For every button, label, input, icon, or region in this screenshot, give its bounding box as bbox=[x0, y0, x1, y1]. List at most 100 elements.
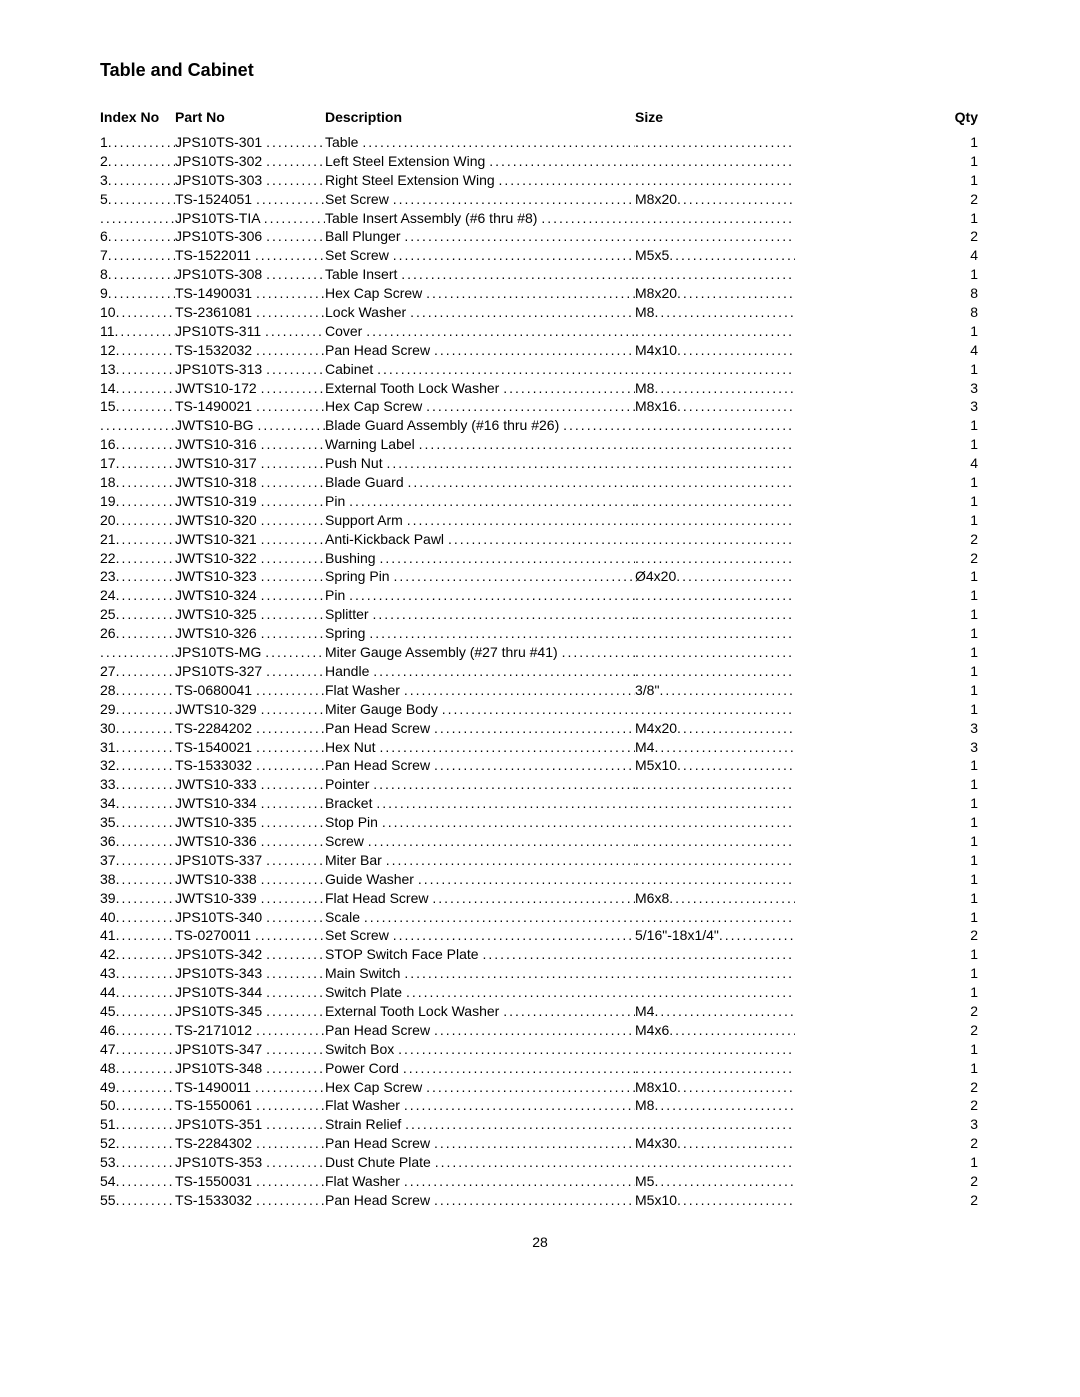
cell-qty: 2 bbox=[795, 227, 980, 246]
cell-index: 37......................................… bbox=[100, 851, 175, 870]
cell-size: ........................................… bbox=[635, 360, 795, 379]
cell-qty: 3 bbox=[795, 1115, 980, 1134]
cell-desc: Pan Head Screw .........................… bbox=[325, 1134, 635, 1153]
cell-part: JPS10TS-MG .............................… bbox=[175, 643, 325, 662]
cell-desc: Stop Pin ...............................… bbox=[325, 813, 635, 832]
table-row: 54......................................… bbox=[100, 1172, 980, 1191]
cell-size: ........................................… bbox=[635, 549, 795, 568]
cell-part: JPS10TS-353 ............................… bbox=[175, 1153, 325, 1172]
cell-desc: Push Nut ...............................… bbox=[325, 454, 635, 473]
cell-desc: Blade Guard ............................… bbox=[325, 473, 635, 492]
cell-index: 49......................................… bbox=[100, 1078, 175, 1097]
cell-index: 26......................................… bbox=[100, 624, 175, 643]
cell-size: M4......................................… bbox=[635, 1002, 795, 1021]
cell-qty: 1 bbox=[795, 756, 980, 775]
cell-size: ........................................… bbox=[635, 870, 795, 889]
cell-index: 47......................................… bbox=[100, 1040, 175, 1059]
cell-size: ........................................… bbox=[635, 813, 795, 832]
cell-index: ........................................… bbox=[100, 209, 175, 228]
cell-size: ........................................… bbox=[635, 322, 795, 341]
cell-desc: External Tooth Lock Washer .............… bbox=[325, 1002, 635, 1021]
cell-part: JPS10TS-313 ............................… bbox=[175, 360, 325, 379]
cell-index: 19......................................… bbox=[100, 492, 175, 511]
cell-size: M4x20...................................… bbox=[635, 719, 795, 738]
cell-index: 48......................................… bbox=[100, 1059, 175, 1078]
cell-part: TS-1550031 .............................… bbox=[175, 1172, 325, 1191]
cell-qty: 1 bbox=[795, 1059, 980, 1078]
cell-index: 22......................................… bbox=[100, 549, 175, 568]
cell-index: 20......................................… bbox=[100, 511, 175, 530]
cell-index: 6.......................................… bbox=[100, 227, 175, 246]
cell-size: ........................................… bbox=[635, 492, 795, 511]
cell-size: ........................................… bbox=[635, 511, 795, 530]
cell-qty: 2 bbox=[795, 1172, 980, 1191]
cell-desc: Screw ..................................… bbox=[325, 832, 635, 851]
cell-size: ........................................… bbox=[635, 983, 795, 1002]
cell-qty: 2 bbox=[795, 549, 980, 568]
cell-part: JPS10TS-302 ............................… bbox=[175, 152, 325, 171]
cell-desc: Anti-Kickback Pawl .....................… bbox=[325, 530, 635, 549]
cell-desc: Set Screw ..............................… bbox=[325, 190, 635, 209]
cell-part: TS-1490021 .............................… bbox=[175, 397, 325, 416]
cell-qty: 1 bbox=[795, 870, 980, 889]
cell-part: TS-0270011 .............................… bbox=[175, 926, 325, 945]
parts-table-body: 1.......................................… bbox=[100, 133, 980, 1210]
cell-desc: Flat Washer ............................… bbox=[325, 681, 635, 700]
cell-qty: 1 bbox=[795, 133, 980, 152]
cell-size: ........................................… bbox=[635, 643, 795, 662]
cell-index: 29......................................… bbox=[100, 700, 175, 719]
cell-index: 38......................................… bbox=[100, 870, 175, 889]
cell-qty: 1 bbox=[795, 605, 980, 624]
cell-size: Ø4x20...................................… bbox=[635, 567, 795, 586]
cell-index: 17......................................… bbox=[100, 454, 175, 473]
table-row: 7.......................................… bbox=[100, 246, 980, 265]
cell-desc: Pan Head Screw .........................… bbox=[325, 1191, 635, 1210]
cell-desc: Ball Plunger ...........................… bbox=[325, 227, 635, 246]
cell-part: JPS10TS-306 ............................… bbox=[175, 227, 325, 246]
table-row: 42......................................… bbox=[100, 945, 980, 964]
table-row: 49......................................… bbox=[100, 1078, 980, 1097]
cell-size: ........................................… bbox=[635, 171, 795, 190]
cell-index: 13......................................… bbox=[100, 360, 175, 379]
cell-desc: Pan Head Screw .........................… bbox=[325, 341, 635, 360]
cell-qty: 3 bbox=[795, 719, 980, 738]
cell-desc: Hex Cap Screw ..........................… bbox=[325, 1078, 635, 1097]
cell-part: JWTS10-324 .............................… bbox=[175, 586, 325, 605]
cell-desc: Switch Plate ...........................… bbox=[325, 983, 635, 1002]
cell-index: 50......................................… bbox=[100, 1096, 175, 1115]
section-title: Table and Cabinet bbox=[100, 60, 980, 81]
cell-index: 25......................................… bbox=[100, 605, 175, 624]
cell-part: TS-1540021 .............................… bbox=[175, 738, 325, 757]
cell-part: JPS10TS-342 ............................… bbox=[175, 945, 325, 964]
cell-qty: 3 bbox=[795, 738, 980, 757]
cell-index: 18......................................… bbox=[100, 473, 175, 492]
table-row: ........................................… bbox=[100, 209, 980, 228]
cell-desc: Miter Bar ..............................… bbox=[325, 851, 635, 870]
table-row: 23......................................… bbox=[100, 567, 980, 586]
cell-index: 27......................................… bbox=[100, 662, 175, 681]
cell-part: JWTS10-BG ..............................… bbox=[175, 416, 325, 435]
page-number: 28 bbox=[100, 1234, 980, 1250]
cell-size: ........................................… bbox=[635, 1040, 795, 1059]
table-row: 48......................................… bbox=[100, 1059, 980, 1078]
cell-part: TS-2361081 .............................… bbox=[175, 303, 325, 322]
cell-desc: Switch Box .............................… bbox=[325, 1040, 635, 1059]
cell-index: 11......................................… bbox=[100, 322, 175, 341]
table-row: 46......................................… bbox=[100, 1021, 980, 1040]
table-row: 6.......................................… bbox=[100, 227, 980, 246]
cell-desc: Right Steel Extension Wing .............… bbox=[325, 171, 635, 190]
cell-qty: 1 bbox=[795, 1040, 980, 1059]
cell-size: M4......................................… bbox=[635, 738, 795, 757]
cell-size: M4x30...................................… bbox=[635, 1134, 795, 1153]
cell-index: 12......................................… bbox=[100, 341, 175, 360]
cell-qty: 1 bbox=[795, 662, 980, 681]
cell-size: ........................................… bbox=[635, 605, 795, 624]
cell-size: ........................................… bbox=[635, 454, 795, 473]
cell-part: JPS10TS-345 ............................… bbox=[175, 1002, 325, 1021]
cell-desc: Support Arm ............................… bbox=[325, 511, 635, 530]
cell-index: 31......................................… bbox=[100, 738, 175, 757]
cell-part: JWTS10-329 .............................… bbox=[175, 700, 325, 719]
cell-qty: 1 bbox=[795, 889, 980, 908]
cell-size: M8......................................… bbox=[635, 1096, 795, 1115]
table-row: 14......................................… bbox=[100, 379, 980, 398]
